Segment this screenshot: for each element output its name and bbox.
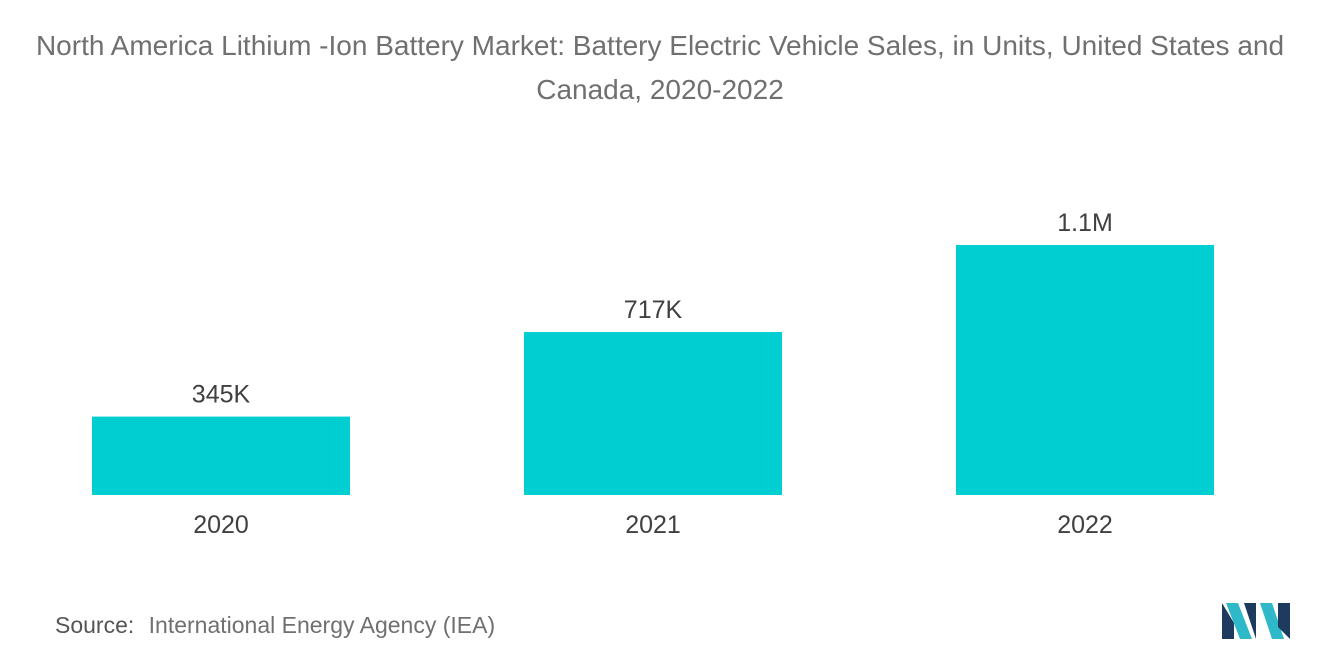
source-text: International Energy Agency (IEA) [148,612,496,638]
source-note: Source: International Energy Agency (IEA… [55,612,495,639]
bar-2021 [524,332,782,495]
bar-chart: 345K 2020 717K 2021 1.1M 2022 [92,209,1214,539]
bar-2022 [956,245,1214,495]
data-label-2021: 717K [624,296,683,324]
chart-title: North America Lithium -Ion Battery Marke… [35,30,1285,105]
source-label: Source: [55,612,135,638]
data-label-2022: 1.1M [1057,209,1113,237]
x-tick-label-2021: 2021 [625,511,681,539]
x-tick-label-2022: 2022 [1057,511,1113,539]
mordor-intelligence-logo-icon [1222,603,1290,639]
x-tick-label-2020: 2020 [193,511,249,539]
data-label-2020: 345K [192,381,251,409]
bar-2020 [92,416,350,495]
